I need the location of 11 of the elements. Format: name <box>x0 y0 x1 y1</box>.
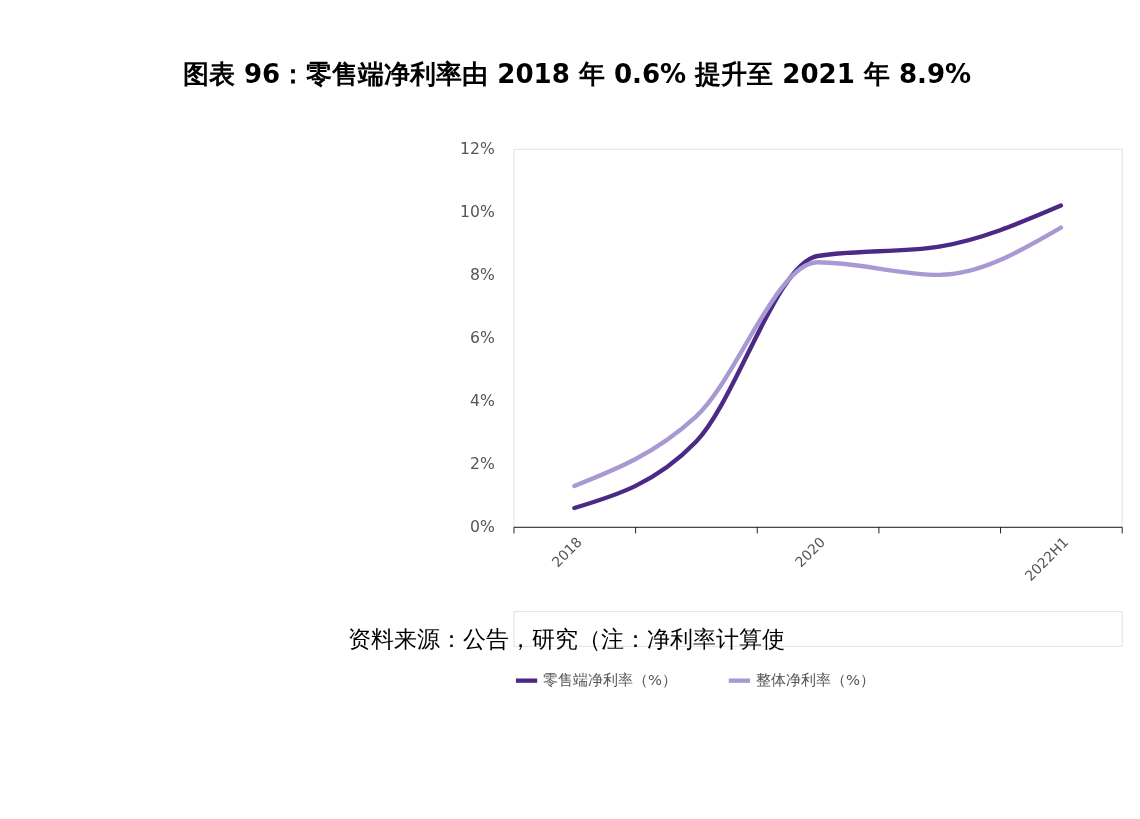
y-tick-label: 10% <box>460 201 495 221</box>
y-tick-label: 2% <box>470 453 495 473</box>
legend-label: 零售端净利率（%） <box>543 671 678 688</box>
y-tick-label: 12% <box>460 138 495 158</box>
y-tick-label: 4% <box>470 390 495 410</box>
y-tick-label: 6% <box>470 327 495 347</box>
chart-title: 图表 96：零售端净利率由 2018 年 0.6% 提升至 2021 年 8.9% <box>182 59 972 90</box>
legend-label: 整体净利率（%） <box>755 671 875 688</box>
y-tick-label: 8% <box>470 264 495 284</box>
text: 资料来源：公告，研究（注：净利率计算使 <box>348 625 786 652</box>
y-tick-label: 0% <box>470 516 495 536</box>
